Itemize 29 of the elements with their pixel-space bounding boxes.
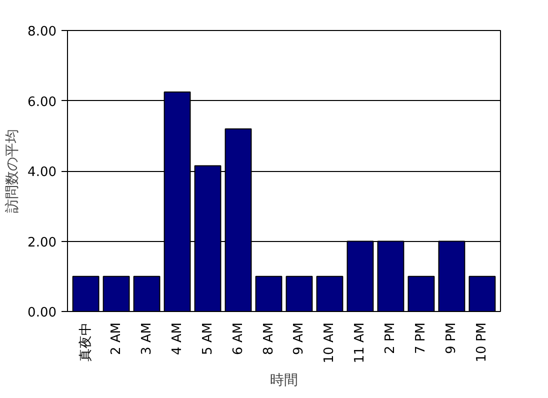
x-tick-label: 9 PM bbox=[444, 322, 460, 354]
bar bbox=[255, 276, 282, 312]
x-tick-label: 6 AM bbox=[230, 322, 246, 356]
x-tick-label: 真夜中 bbox=[77, 322, 94, 362]
bar bbox=[102, 276, 130, 312]
x-tick-label: 9 AM bbox=[292, 322, 307, 356]
bar bbox=[286, 276, 313, 312]
y-tick-label: 8.00 bbox=[28, 24, 57, 40]
x-tick-label: 2 AM bbox=[108, 322, 124, 356]
x-tick-label: 8 AM bbox=[261, 322, 276, 356]
bar bbox=[72, 276, 100, 312]
x-axis-title: 時間 bbox=[270, 371, 298, 388]
x-tick-label: 3 AM bbox=[139, 322, 154, 356]
bar bbox=[316, 276, 344, 312]
y-tick-label: 6.00 bbox=[28, 94, 57, 110]
y-tick-label: 0.00 bbox=[28, 306, 57, 320]
x-tick-label: 10 AM bbox=[322, 322, 338, 364]
y-tick-label: 2.00 bbox=[28, 235, 57, 250]
bar bbox=[468, 276, 496, 312]
x-tick-label: 4 AM bbox=[170, 322, 185, 356]
x-tick-label: 7 PM bbox=[414, 322, 429, 354]
x-tick-label: 10 PM bbox=[474, 322, 490, 362]
x-tick-label: 2 PM bbox=[383, 322, 398, 354]
x-tick-label: 11 AM bbox=[352, 322, 368, 364]
y-axis-title: 訪問数の平均 bbox=[4, 129, 20, 213]
bar bbox=[408, 276, 435, 312]
x-tick-label: 5 AM bbox=[200, 322, 216, 356]
bar bbox=[133, 276, 160, 312]
y-tick-label: 4.00 bbox=[28, 165, 57, 180]
